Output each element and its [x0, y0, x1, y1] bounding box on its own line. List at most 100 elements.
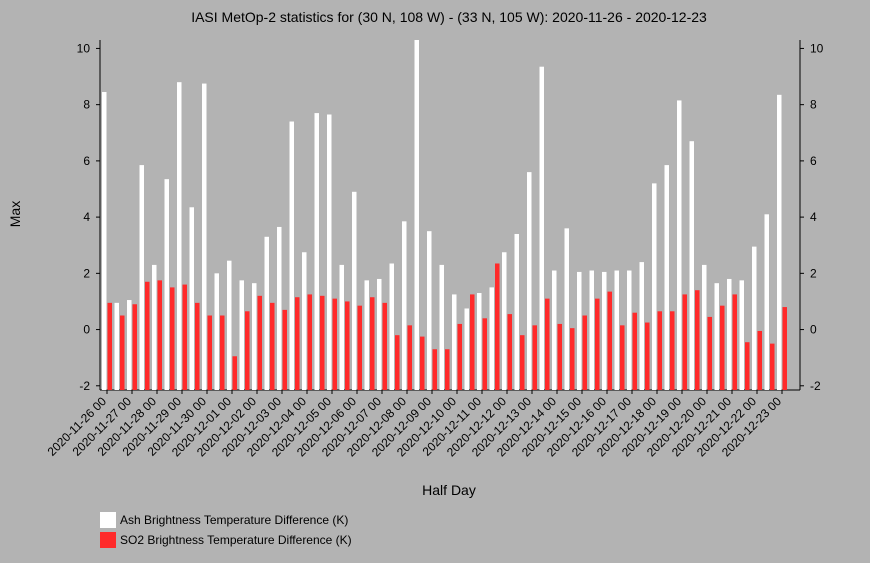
bar — [457, 323, 462, 390]
bar — [170, 287, 175, 390]
bar — [314, 113, 319, 390]
bar — [439, 264, 444, 390]
legend-swatch — [100, 532, 116, 548]
bar — [339, 264, 344, 390]
bar — [570, 328, 575, 390]
bar — [552, 270, 557, 390]
bar — [252, 283, 257, 390]
bar — [664, 165, 669, 390]
bar — [770, 343, 775, 390]
bar — [607, 291, 612, 390]
bar — [114, 302, 119, 390]
bar — [714, 283, 719, 390]
bar — [764, 214, 769, 390]
bar — [489, 287, 494, 390]
bar — [757, 330, 762, 390]
bar — [564, 228, 569, 390]
bar — [689, 141, 694, 390]
bar — [602, 271, 607, 390]
bar — [589, 270, 594, 390]
bar — [695, 290, 700, 390]
bar — [352, 191, 357, 390]
bar — [514, 233, 519, 390]
legend-label: SO2 Brightness Temperature Difference (K… — [120, 533, 352, 547]
bar — [227, 260, 232, 390]
bar — [277, 226, 282, 390]
bar — [677, 100, 682, 390]
bar — [357, 305, 362, 390]
bar — [527, 172, 532, 390]
bar — [752, 246, 757, 390]
bar — [182, 284, 187, 390]
bar — [620, 325, 625, 390]
bar — [727, 278, 732, 390]
bar — [482, 318, 487, 390]
bar — [464, 308, 469, 390]
bar — [402, 221, 407, 390]
bar — [395, 335, 400, 390]
bar — [670, 311, 675, 390]
y2-tick-label: 10 — [810, 41, 824, 55]
bar — [702, 264, 707, 390]
bar — [732, 294, 737, 390]
bar — [370, 297, 375, 390]
bar — [345, 301, 350, 390]
y-tick-label: 2 — [83, 266, 90, 280]
bar — [289, 121, 294, 390]
bar — [264, 236, 269, 390]
bar — [139, 165, 144, 390]
bar — [452, 294, 457, 390]
bar — [270, 302, 275, 390]
bar — [577, 271, 582, 390]
bar — [720, 305, 725, 390]
bar — [614, 270, 619, 390]
y-tick-label: 4 — [83, 210, 90, 224]
bar — [502, 252, 507, 390]
bar — [127, 300, 132, 390]
bar — [382, 302, 387, 390]
bar — [707, 316, 712, 390]
y2-tick-label: 0 — [810, 323, 817, 337]
bar — [470, 294, 475, 390]
bar — [539, 66, 544, 391]
bar — [220, 315, 225, 390]
y2-tick-label: 6 — [810, 154, 817, 168]
bar — [120, 315, 125, 390]
bar — [257, 295, 262, 390]
bar — [532, 325, 537, 390]
bar — [245, 311, 250, 390]
y2-tick-label: -2 — [810, 379, 821, 393]
bar — [557, 323, 562, 390]
y-tick-label: 0 — [83, 323, 90, 337]
bar — [102, 92, 107, 391]
bar — [432, 349, 437, 390]
bar — [545, 298, 550, 390]
x-axis-label: Half Day — [422, 482, 476, 498]
y-tick-label: 6 — [83, 154, 90, 168]
y-tick-label: -2 — [79, 379, 90, 393]
bar — [202, 83, 207, 391]
bar — [745, 342, 750, 390]
bar — [157, 280, 162, 390]
bar — [520, 335, 525, 390]
bar — [777, 94, 782, 390]
bar — [327, 114, 332, 391]
bar — [177, 82, 182, 391]
bar — [189, 207, 194, 390]
bar — [377, 278, 382, 390]
y-axis-label: Max — [7, 201, 23, 227]
bar — [652, 183, 657, 390]
bar — [132, 304, 137, 390]
legend-swatch — [100, 512, 116, 528]
bar — [207, 315, 212, 390]
bar — [657, 311, 662, 390]
bar — [152, 264, 157, 390]
bar — [427, 231, 432, 390]
bar — [307, 294, 312, 390]
legend-label: Ash Brightness Temperature Difference (K… — [120, 513, 348, 527]
bar — [782, 307, 787, 390]
bar — [214, 273, 219, 390]
bar — [164, 179, 169, 390]
y2-tick-label: 4 — [810, 210, 817, 224]
